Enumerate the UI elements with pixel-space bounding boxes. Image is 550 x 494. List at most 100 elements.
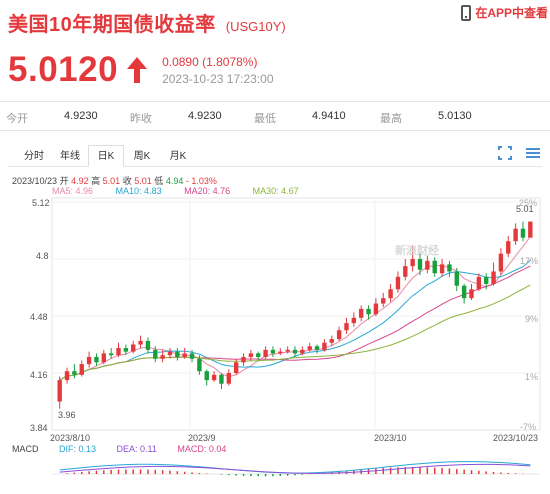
candle-body xyxy=(417,259,423,270)
stat-high-label: 最高 xyxy=(380,113,402,125)
info-low: 4.94 xyxy=(165,176,184,186)
tab-monthly-k[interactable]: 月K xyxy=(169,151,187,162)
candle-body xyxy=(484,276,489,284)
candle-info: 2023/10/23 开 4.92 高 5.01 收 5.01 低 4.94 -… xyxy=(12,174,217,187)
tab-daily-k[interactable]: 日K xyxy=(88,145,124,167)
candle-body xyxy=(248,353,254,357)
candle-body xyxy=(425,260,430,270)
candle-body xyxy=(403,266,408,277)
max-price-label: 5.01 xyxy=(516,204,534,214)
watermark: 新浪财经 xyxy=(395,245,439,257)
legend-ma30: MA30: 4.67 xyxy=(252,186,299,196)
fullscreen-icon[interactable] xyxy=(498,146,512,160)
pct-tick: 17% xyxy=(520,256,539,266)
candle-body xyxy=(520,228,526,238)
quote-row: 5.0120 0.0890 (1.8078%) 2023-10-23 17:23… xyxy=(8,50,274,90)
stats-bar: 今开 4.9230 昨收 4.9230 最低 4.9410 最高 5.0130 xyxy=(0,101,550,131)
info-open: 4.92 xyxy=(71,176,89,186)
candle-body xyxy=(314,346,320,350)
macd-value: MACD: 0.04 xyxy=(177,444,227,454)
pct-tick: 25% xyxy=(519,198,538,208)
tab-weekly-k[interactable]: 周K xyxy=(133,151,151,162)
candle-body xyxy=(182,353,187,357)
candle-body xyxy=(72,371,77,375)
y-tick: 3.84 xyxy=(30,423,48,433)
open-in-app-link[interactable]: 在APP中查看 xyxy=(461,4,548,21)
candle-body xyxy=(211,374,217,381)
phone-icon xyxy=(461,4,472,21)
candle-body xyxy=(410,259,415,267)
x-tick: 2023/9 xyxy=(188,433,216,443)
header: 美国10年期国债收益率 (USG10Y) xyxy=(8,8,542,38)
candle-body xyxy=(454,271,459,286)
x-tick: 2023/10/23 xyxy=(493,433,539,443)
menu-icon[interactable] xyxy=(526,146,540,160)
candle-body xyxy=(256,353,261,357)
quote-timestamp: 2023-10-23 17:23:00 xyxy=(162,71,274,86)
x-tick: 2023/10 xyxy=(374,433,407,443)
tab-intraday[interactable]: 分时 xyxy=(24,151,44,162)
candle-body xyxy=(469,289,474,299)
stat-prev-close-label: 昨收 xyxy=(130,113,152,125)
candle-body xyxy=(513,228,518,242)
ma20-line xyxy=(59,265,531,381)
macd-dea: DEA: 0.11 xyxy=(116,444,157,454)
tab-yearly[interactable]: 年线 xyxy=(60,151,80,162)
info-high-label: 高 xyxy=(91,176,101,186)
candle-body xyxy=(351,317,357,324)
y-tick: 4.48 xyxy=(30,312,48,322)
stat-open-value: 4.9230 xyxy=(64,110,98,122)
open-in-app-label: 在APP中查看 xyxy=(475,6,548,20)
info-close: 5.01 xyxy=(134,176,152,186)
candle-body xyxy=(528,221,533,238)
candle-body xyxy=(138,340,143,345)
x-tick: 2023/8/10 xyxy=(50,433,91,443)
candle-body xyxy=(226,373,232,384)
pct-tick: 1% xyxy=(525,372,539,382)
candle-body xyxy=(300,349,305,354)
candle-body xyxy=(344,323,349,331)
up-arrow-icon xyxy=(127,57,148,83)
candle-body xyxy=(145,340,151,350)
candle-body xyxy=(491,271,496,284)
info-open-label: 开 xyxy=(59,176,69,186)
candle-body xyxy=(131,344,136,352)
info-date: 2023/10/23 xyxy=(12,176,58,186)
candle-body xyxy=(307,346,312,350)
candle-body xyxy=(476,276,482,290)
candle-body xyxy=(57,380,62,402)
candle-body xyxy=(395,276,401,290)
candle-body xyxy=(197,358,202,372)
candle-body xyxy=(79,364,84,375)
candle-body xyxy=(366,308,371,315)
dea-line xyxy=(59,463,531,474)
candle-body xyxy=(233,362,239,373)
candle-body xyxy=(278,351,283,354)
info-high: 5.01 xyxy=(102,176,121,186)
candle-body xyxy=(101,353,106,363)
candle-body xyxy=(358,308,364,318)
y-tick: 4.8 xyxy=(36,251,49,261)
macd-legend: MACD DIF: 0.13 DEA: 0.11 MACD: 0.04 xyxy=(12,444,244,454)
stat-low-value: 4.9410 xyxy=(312,110,346,122)
candle-body xyxy=(292,349,298,354)
ma30-line xyxy=(59,284,531,381)
candle-body xyxy=(498,253,504,272)
candle-body xyxy=(116,348,121,356)
period-tabs: 分时 年线 日K 周K 月K xyxy=(16,145,196,167)
macd-title: MACD xyxy=(12,444,39,454)
candle-body xyxy=(432,260,437,274)
candle-body xyxy=(175,351,180,357)
candle-body xyxy=(506,241,511,254)
candle-body xyxy=(447,264,452,272)
candle-body xyxy=(329,339,334,343)
candle-body xyxy=(86,356,92,365)
ma5-line xyxy=(59,236,531,381)
candle-body xyxy=(336,330,342,340)
ticker-symbol: (USG10Y) xyxy=(225,19,286,34)
candle-body xyxy=(167,351,173,356)
candle-body xyxy=(439,264,445,274)
min-price-label: 3.96 xyxy=(58,410,76,420)
candle-body xyxy=(263,349,268,357)
